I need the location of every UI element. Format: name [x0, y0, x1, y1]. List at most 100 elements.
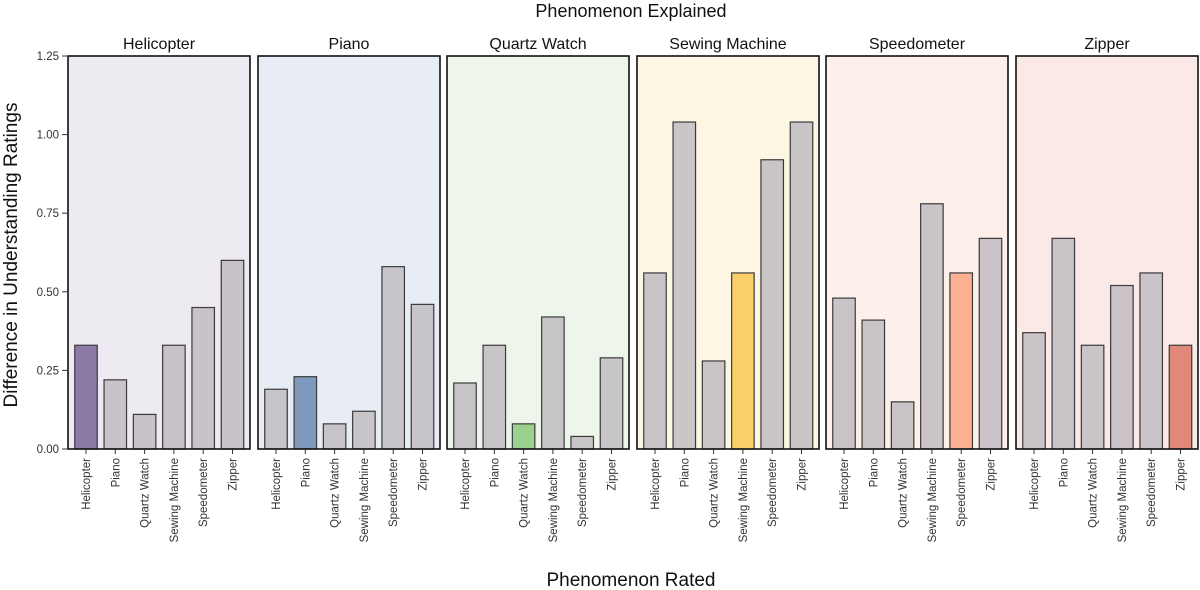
bar: [643, 272, 667, 450]
bar: [1080, 344, 1105, 450]
x-tick-label: Sewing Machine: [359, 458, 371, 542]
bar: [511, 423, 536, 450]
facet-panel: Sewing Machine Helicopter Piano Quartz Watc…: [636, 36, 820, 542]
panel-title: Zipper: [1084, 36, 1130, 53]
x-tick-label: Sewing Machine: [738, 458, 750, 542]
panel-background: [826, 56, 1008, 449]
x-tick-label: Speedometer: [956, 458, 968, 527]
facet-panel: Helicopter Helicopter Piano Quartz Watch Sew…: [67, 36, 251, 542]
x-tick-label: Quartz Watch: [140, 458, 152, 528]
x-tick-label: Sewing Machine: [1117, 458, 1129, 542]
bar: [861, 319, 886, 450]
bar: [132, 413, 157, 450]
chart-title: Phenomenon Explained: [535, 1, 726, 21]
x-tick-label: Speedometer: [767, 458, 779, 527]
facet-panel: Piano Helicopter Piano Quartz Watch Sewing M…: [257, 36, 441, 542]
x-axis-title: Phenomenon Rated: [546, 570, 715, 590]
panel-border: [67, 55, 251, 450]
x-tick-label: Helicopter: [81, 458, 93, 510]
bar: [832, 297, 856, 450]
x-tick-label: Helicopter: [650, 458, 662, 510]
x-tick-label: Speedometer: [1146, 458, 1158, 527]
bar: [701, 360, 726, 450]
bar: [541, 316, 565, 450]
bar: [482, 344, 507, 450]
panel-background: [637, 56, 819, 449]
panel-title: Speedometer: [869, 36, 966, 53]
y-tick-label: 0.00: [37, 444, 59, 456]
x-tick-label: Zipper: [986, 458, 998, 491]
bar: [949, 272, 974, 450]
bar: [731, 272, 755, 450]
bar: [978, 237, 1003, 450]
x-tick-label: Quartz Watch: [898, 458, 910, 528]
bar: [264, 388, 288, 450]
bar: [920, 203, 944, 450]
x-tick-label: Piano: [110, 458, 122, 487]
panel-border: [446, 55, 630, 450]
facet-panel: Quartz Watch Helicopter Piano Quartz Watch S…: [446, 36, 630, 542]
bar: [410, 303, 435, 450]
x-tick-label: Sewing Machine: [548, 458, 560, 542]
panel-background: [1016, 56, 1198, 449]
x-tick-label: Piano: [1058, 458, 1070, 487]
bar: [1139, 272, 1164, 450]
y-axis-title: Difference in Understanding Ratings: [1, 103, 22, 408]
y-tick-label: 0.75: [37, 208, 59, 220]
panel-background: [258, 56, 440, 449]
x-tick-label: Zipper: [1176, 458, 1188, 491]
bar: [599, 357, 624, 450]
panel-title: Helicopter: [123, 36, 196, 53]
bar: [1022, 332, 1046, 450]
x-tick-label: Speedometer: [198, 458, 210, 527]
bar: [760, 159, 785, 450]
x-tick-label: Sewing Machine: [927, 458, 939, 542]
facet-panel: Speedometer Helicopter Piano Quartz Watch Se…: [825, 36, 1009, 542]
x-tick-label: Quartz Watch: [330, 458, 342, 528]
panel-border: [636, 55, 820, 450]
bar: [570, 435, 595, 450]
bar: [1051, 237, 1076, 450]
bar: [220, 259, 245, 450]
bar: [1168, 344, 1193, 450]
bar: [322, 423, 347, 450]
panel-background: [68, 56, 250, 449]
bar: [890, 401, 915, 450]
panel-border: [257, 55, 441, 450]
panel-border: [825, 55, 1009, 450]
x-tick-label: Quartz Watch: [709, 458, 721, 528]
bar: [381, 266, 406, 450]
x-tick-label: Zipper: [797, 458, 809, 491]
x-tick-label: Zipper: [228, 458, 240, 491]
x-tick-label: Speedometer: [577, 458, 589, 527]
x-tick-label: Helicopter: [460, 458, 472, 510]
panel-title: Sewing Machine: [669, 36, 787, 53]
bar: [453, 382, 477, 450]
bar: [352, 410, 376, 450]
x-tick-label: Piano: [679, 458, 691, 487]
panel-border: [1015, 55, 1199, 450]
x-tick-label: Piano: [300, 458, 312, 487]
facet-panel: Zipper Helicopter Piano Quartz Watch Sewing …: [1015, 36, 1199, 542]
y-axis: 0.00 0.25 0.50 0.75 1.00 1.25: [37, 51, 67, 456]
bar: [293, 376, 318, 450]
y-tick-label: 0.50: [37, 287, 59, 299]
x-tick-label: Helicopter: [839, 458, 851, 510]
bar: [789, 121, 814, 450]
bar: [1110, 284, 1134, 450]
bar: [191, 306, 216, 450]
y-tick-label: 1.00: [37, 130, 59, 142]
panel-title: Piano: [329, 36, 370, 53]
x-tick-label: Speedometer: [388, 458, 400, 527]
panel-background: [447, 56, 629, 449]
bar: [162, 344, 186, 450]
x-tick-label: Helicopter: [271, 458, 283, 510]
bar: [103, 379, 128, 450]
bar: [74, 344, 98, 450]
x-tick-label: Piano: [489, 458, 501, 487]
x-tick-label: Quartz Watch: [1088, 458, 1100, 528]
panel-title: Quartz Watch: [489, 36, 586, 53]
